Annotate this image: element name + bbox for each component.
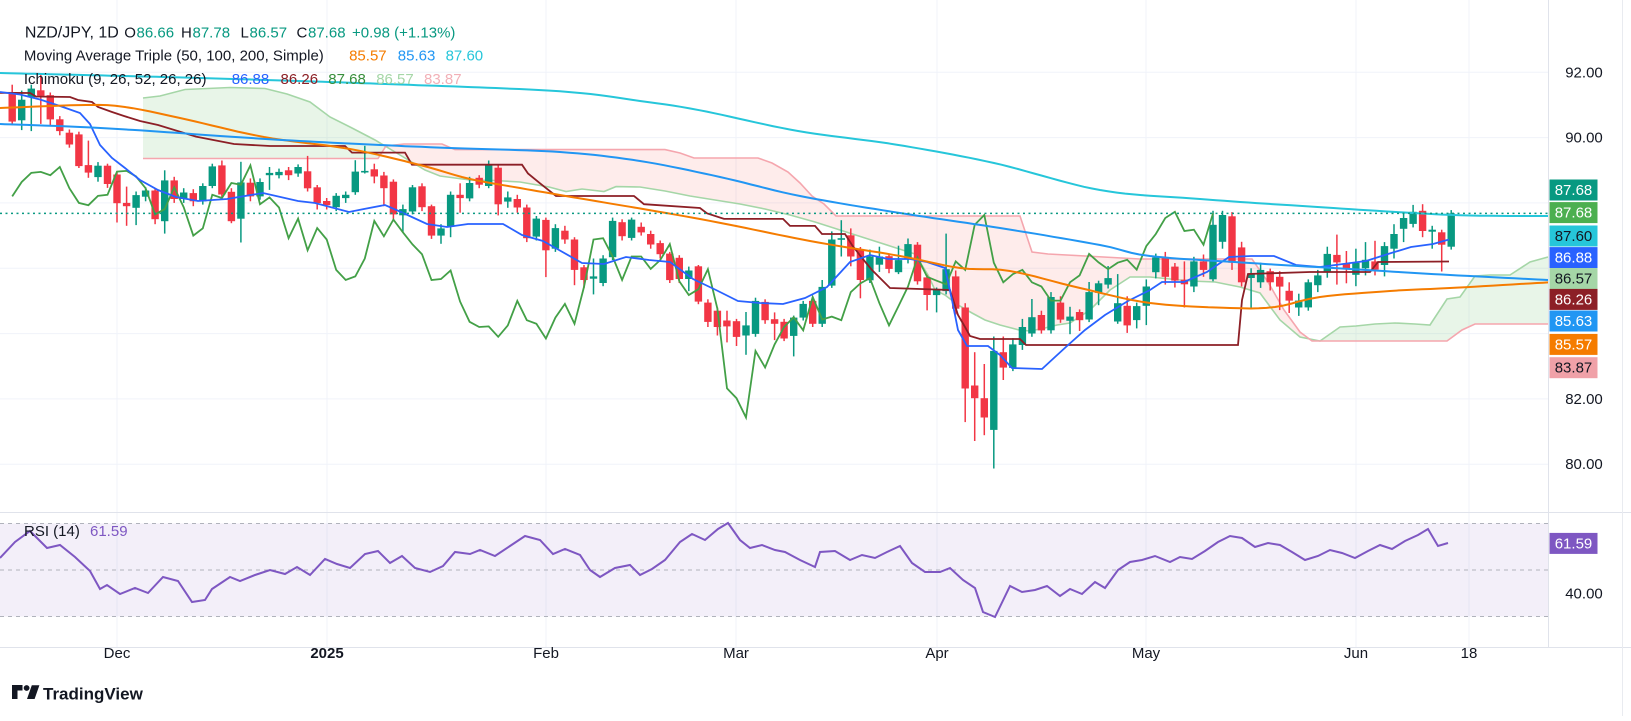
svg-text:Apr: Apr — [925, 645, 948, 662]
svg-text:Mar: Mar — [723, 645, 749, 662]
svg-text:61.59: 61.59 — [1555, 535, 1593, 552]
svg-text:87.78: 87.78 — [193, 25, 231, 42]
svg-text:87.60: 87.60 — [1555, 228, 1593, 245]
svg-text:RSI (14): RSI (14) — [24, 523, 80, 540]
svg-text:83.87: 83.87 — [424, 71, 462, 88]
svg-text:90.00: 90.00 — [1565, 130, 1603, 147]
svg-text:82.00: 82.00 — [1565, 391, 1603, 408]
svg-text:85.63: 85.63 — [398, 48, 436, 65]
svg-text:Moving Average Triple (50, 100: Moving Average Triple (50, 100, 200, Sim… — [24, 48, 324, 65]
svg-text:Feb: Feb — [533, 645, 559, 662]
svg-text:86.57: 86.57 — [250, 25, 288, 42]
svg-text:Dec: Dec — [104, 645, 131, 662]
svg-text:2025: 2025 — [310, 645, 343, 662]
svg-text:87.68: 87.68 — [1555, 205, 1593, 222]
svg-text:85.57: 85.57 — [349, 48, 387, 65]
svg-text:86.57: 86.57 — [1555, 271, 1593, 288]
svg-text:61.59: 61.59 — [90, 523, 128, 540]
svg-text:18: 18 — [1461, 645, 1478, 662]
svg-text:87.68: 87.68 — [328, 71, 366, 88]
svg-text:C: C — [297, 25, 308, 42]
svg-text:Ichimoku (9, 26, 52, 26, 26): Ichimoku (9, 26, 52, 26, 26) — [24, 71, 207, 88]
svg-text:86.88: 86.88 — [1555, 250, 1593, 267]
svg-text:92.00: 92.00 — [1565, 64, 1603, 81]
svg-text:L: L — [241, 25, 249, 42]
svg-text:87.60: 87.60 — [446, 48, 484, 65]
svg-text:80.00: 80.00 — [1565, 456, 1603, 473]
svg-text:Jun: Jun — [1344, 645, 1368, 662]
svg-text:85.63: 85.63 — [1555, 313, 1593, 330]
svg-text:TradingView: TradingView — [43, 685, 144, 704]
svg-text:+0.98 (+1.13%): +0.98 (+1.13%) — [352, 25, 455, 42]
svg-text:40.00: 40.00 — [1565, 585, 1603, 602]
svg-text:87.68: 87.68 — [1555, 182, 1593, 199]
svg-text:O: O — [124, 25, 136, 42]
svg-text:H: H — [181, 25, 192, 42]
svg-text:NZD/JPY, 1D: NZD/JPY, 1D — [25, 25, 119, 42]
svg-text:83.87: 83.87 — [1555, 360, 1593, 377]
svg-text:86.66: 86.66 — [137, 25, 175, 42]
svg-text:86.26: 86.26 — [281, 71, 319, 88]
svg-text:85.57: 85.57 — [1555, 336, 1593, 353]
svg-text:86.26: 86.26 — [1555, 291, 1593, 308]
svg-text:87.68: 87.68 — [308, 25, 346, 42]
svg-text:86.57: 86.57 — [376, 71, 414, 88]
svg-text:86.88: 86.88 — [232, 71, 270, 88]
svg-text:May: May — [1132, 645, 1161, 662]
